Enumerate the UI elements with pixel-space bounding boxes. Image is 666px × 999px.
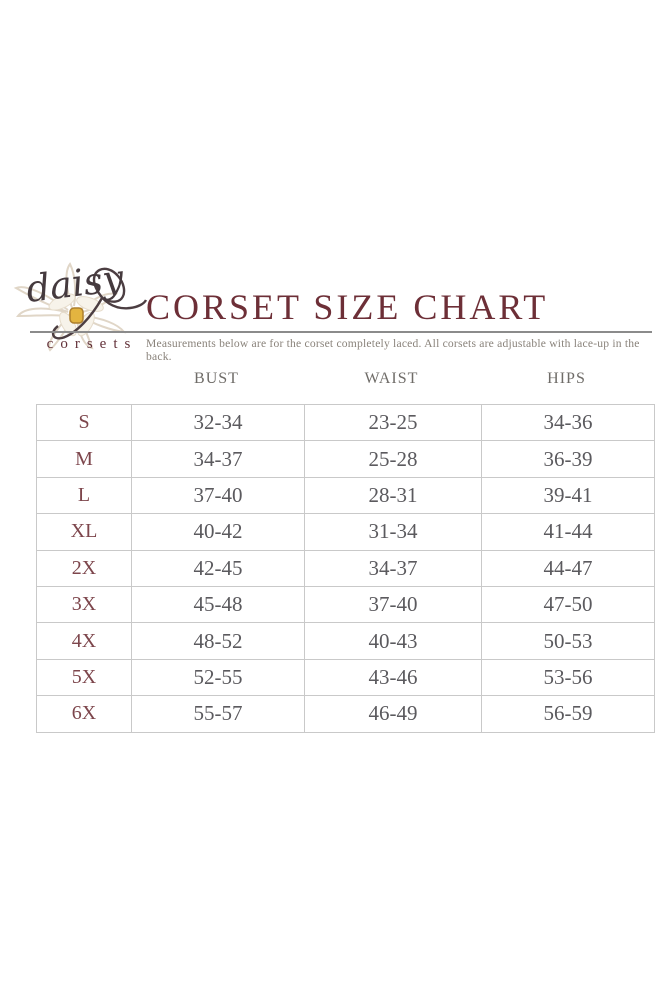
table-row: 3X 45-48 37-40 47-50 bbox=[37, 585, 654, 623]
waist-value: 31-34 bbox=[304, 514, 481, 550]
brand-script-text: daisy bbox=[24, 256, 127, 311]
hips-value: 36-39 bbox=[481, 441, 654, 477]
waist-value: 34-37 bbox=[304, 550, 481, 586]
bust-value: 55-57 bbox=[131, 696, 304, 732]
hips-value: 44-47 bbox=[481, 550, 654, 586]
table-row: 5X 52-55 43-46 53-56 bbox=[37, 658, 654, 696]
table-row: L 37-40 28-31 39-41 bbox=[37, 476, 654, 514]
size-label: 6X bbox=[71, 702, 97, 725]
waist-value: 43-46 bbox=[304, 659, 481, 696]
table-row: 4X 48-52 40-43 50-53 bbox=[37, 622, 654, 659]
waist-value: 23-25 bbox=[304, 405, 481, 441]
bust-value: 48-52 bbox=[131, 623, 304, 659]
size-label: 2X bbox=[71, 556, 97, 579]
hips-value: 39-41 bbox=[481, 477, 654, 514]
column-header-bust: BUST bbox=[194, 370, 239, 387]
bust-value: 34-37 bbox=[131, 441, 304, 477]
size-label: L bbox=[77, 483, 91, 506]
table-row: M 34-37 25-28 36-39 bbox=[37, 440, 654, 477]
waist-value: 40-43 bbox=[304, 623, 481, 659]
bust-value: 37-40 bbox=[131, 477, 304, 514]
hips-value: 47-50 bbox=[481, 586, 654, 623]
bust-value: 52-55 bbox=[131, 659, 304, 696]
bust-value: 45-48 bbox=[131, 586, 304, 623]
hips-value: 34-36 bbox=[481, 405, 654, 441]
subtitle-note: Measurements below are for the corset co… bbox=[146, 337, 640, 363]
bust-value: 32-34 bbox=[131, 405, 304, 441]
waist-value: 46-49 bbox=[304, 696, 481, 732]
daisy-flower-icon: daisy bbox=[13, 256, 148, 352]
divider-line bbox=[30, 331, 652, 333]
hips-value: 41-44 bbox=[481, 514, 654, 550]
brand-name-text: corsets bbox=[46, 336, 138, 352]
size-label: M bbox=[75, 447, 93, 470]
hips-value: 50-53 bbox=[481, 623, 654, 659]
waist-value: 28-31 bbox=[304, 477, 481, 514]
size-label: 4X bbox=[71, 629, 97, 652]
table-row: 2X 42-45 34-37 44-47 bbox=[37, 549, 654, 586]
daisy-center bbox=[69, 307, 84, 324]
waist-value: 25-28 bbox=[304, 441, 481, 477]
waist-value: 37-40 bbox=[304, 586, 481, 623]
table-row: 6X 55-57 46-49 56-59 bbox=[37, 695, 654, 732]
size-table: S 32-34 23-25 34-36 M 34-37 25-28 36-39 … bbox=[36, 404, 655, 733]
bust-value: 40-42 bbox=[131, 514, 304, 550]
column-header-waist: WAIST bbox=[364, 370, 419, 387]
table-row: S 32-34 23-25 34-36 bbox=[37, 405, 654, 441]
bust-value: 42-45 bbox=[131, 550, 304, 586]
brand-logo: daisy corsets bbox=[6, 254, 151, 356]
hips-value: 56-59 bbox=[481, 696, 654, 732]
column-header-hips: HIPS bbox=[547, 370, 586, 387]
table-row: XL 40-42 31-34 41-44 bbox=[37, 513, 654, 550]
size-label: 3X bbox=[71, 593, 97, 616]
table-column-headers: BUST WAIST HIPS bbox=[36, 370, 653, 388]
hips-value: 53-56 bbox=[481, 659, 654, 696]
size-label: XL bbox=[70, 520, 98, 543]
page-title: CORSET SIZE CHART bbox=[146, 287, 549, 327]
size-label: 5X bbox=[71, 665, 97, 688]
column-header-size bbox=[36, 370, 130, 388]
size-label: S bbox=[78, 411, 90, 434]
